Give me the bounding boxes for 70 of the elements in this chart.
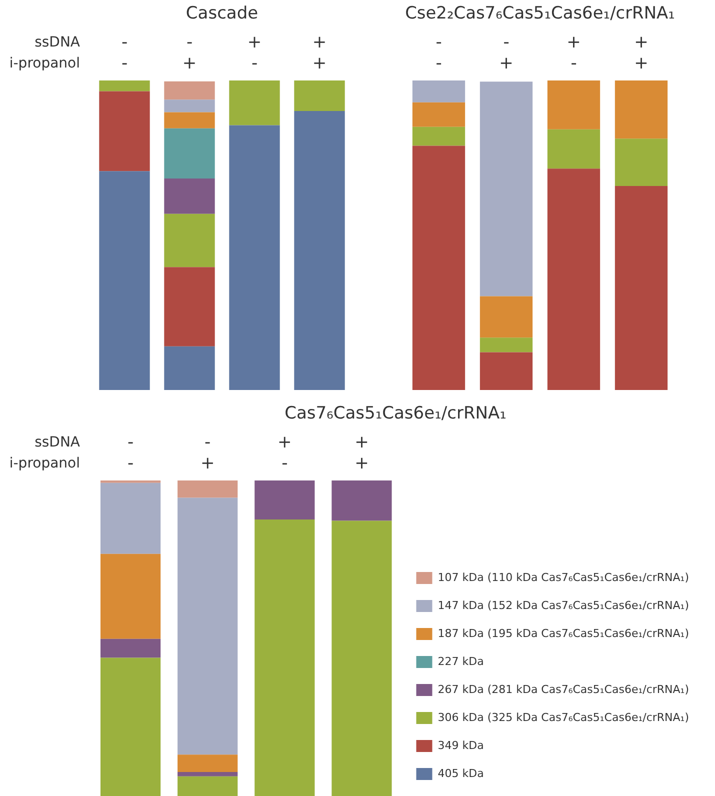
- x-tick-label: - -: [121, 32, 128, 74]
- legend-label: 405 kDa: [438, 766, 484, 780]
- legend-label: 306 kDa (325 kDa Cas7₆Cas5₁Cas6e₁/crRNA₁): [438, 710, 690, 724]
- bar: [164, 100, 215, 112]
- bar: [294, 111, 345, 390]
- text: ssDNA: [34, 434, 80, 451]
- bar: [480, 82, 533, 296]
- x-tick-label: + -: [278, 432, 292, 474]
- bar: [164, 81, 215, 100]
- legend-label: 107 kDa (110 kDa Cas7₆Cas5₁Cas6e₁/crRNA₁): [438, 570, 690, 584]
- text: i-propanol: [9, 56, 80, 72]
- bar: [100, 554, 161, 639]
- x-tick-label: + +: [634, 32, 648, 74]
- x-tick-label: + -: [566, 32, 581, 74]
- bar: [254, 480, 315, 520]
- legend-label: 267 kDa (281 kDa Cas7₆Cas5₁Cas6e₁/crRNA₁): [438, 682, 690, 696]
- chart-title: Cas7₆Cas5₁Cas6e₁/crRNA₁: [284, 404, 506, 424]
- bar: [547, 80, 600, 130]
- x-tick-label: - +: [499, 32, 514, 74]
- bar: [100, 480, 161, 483]
- bar: [178, 754, 238, 772]
- x-tick-label: - +: [200, 432, 215, 474]
- x-tick-label: + -: [247, 32, 262, 74]
- bar: [178, 772, 238, 776]
- bar: [164, 178, 215, 214]
- bar: [164, 112, 215, 128]
- legend-label: 349 kDa: [438, 738, 484, 752]
- bar: [480, 338, 533, 352]
- legend-label: 187 kDa (195 kDa Cas7₆Cas5₁Cas6e₁/crRNA₁): [438, 626, 690, 640]
- bar: [99, 171, 150, 390]
- bar: [614, 186, 668, 390]
- bar: [100, 482, 161, 554]
- bar: [100, 658, 161, 796]
- legend-label: 227 kDa: [438, 654, 484, 668]
- bar: [480, 296, 533, 338]
- legend-label: 147 kDa (152 kDa Cas7₆Cas5₁Cas6e₁/crRNA₁): [438, 598, 690, 612]
- bar: [412, 80, 466, 102]
- bar: [99, 80, 150, 92]
- bar: [547, 168, 600, 390]
- bar: [332, 480, 392, 521]
- text: i-propanol: [9, 456, 80, 472]
- bar: [164, 214, 215, 268]
- bar: [164, 128, 215, 179]
- bar: [412, 126, 466, 146]
- bar: [614, 138, 668, 186]
- bar: [178, 480, 238, 498]
- bar: [178, 776, 238, 796]
- x-tick-label: - -: [436, 32, 442, 74]
- chart-title: Cse2₂Cas7₆Cas5₁Cas6e₁/crRNA₁: [405, 4, 675, 24]
- bar: [229, 125, 280, 390]
- bar: [412, 146, 466, 390]
- bar: [178, 498, 238, 755]
- text: ssDNA: [34, 34, 80, 51]
- bar: [164, 267, 215, 346]
- x-tick-label: - -: [127, 432, 134, 474]
- bar: [254, 520, 315, 796]
- bar: [547, 129, 600, 169]
- x-tick-label: + +: [354, 432, 369, 474]
- bar: [99, 91, 150, 172]
- bar: [229, 80, 280, 126]
- bar: [100, 638, 161, 658]
- x-tick-label: + +: [312, 32, 327, 74]
- bar: [164, 346, 215, 390]
- bar: [332, 520, 392, 796]
- x-tick-label: - +: [182, 32, 197, 74]
- bar: [480, 352, 533, 390]
- chart-title: Cascade: [186, 4, 258, 24]
- bar: [614, 80, 668, 139]
- bar: [294, 80, 345, 112]
- bar: [412, 102, 466, 127]
